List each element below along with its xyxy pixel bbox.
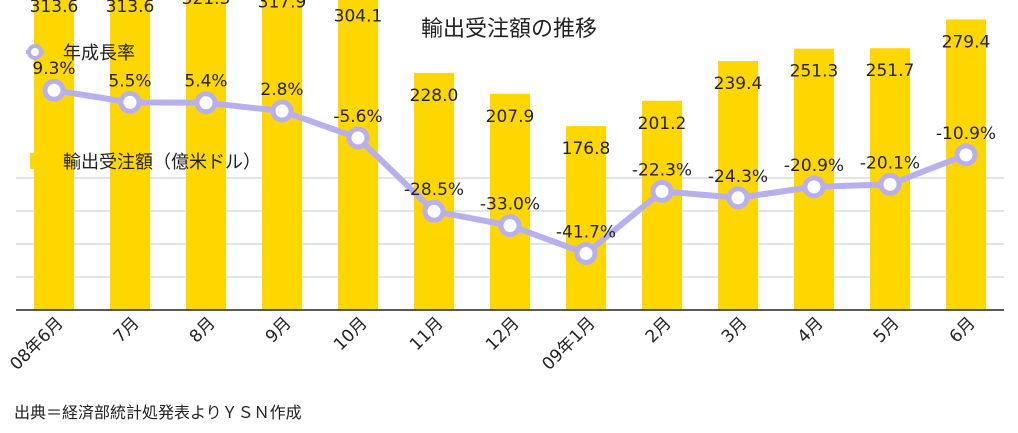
x-tick-label: 6月: [946, 313, 980, 347]
line-value-labels: 9.3% 5.5% 5.4% 2.8% -5.6% -28.5% -33.0% -41.7% -…: [32, 59, 996, 242]
growth-rate-label: -24.3%: [708, 167, 768, 187]
growth-rate-point: [118, 90, 142, 114]
bar-value-label: 321.3: [182, 0, 231, 9]
bar-value-label: 279.4: [942, 32, 991, 52]
legend-bar-swatch: [30, 153, 46, 169]
x-tick-label: 8月: [186, 313, 220, 347]
bar-value-label: 313.6: [106, 0, 155, 17]
growth-rate-label: 2.8%: [260, 80, 303, 100]
growth-rate-point: [42, 78, 66, 102]
bar-value-label: 317.9: [258, 0, 307, 12]
x-tick-label: 3月: [718, 313, 752, 347]
legend-item-growth-rate: 年成長率: [26, 43, 135, 64]
source-note: 出典＝経済部統計処発表よりＹＳＮ作成: [14, 403, 302, 422]
growth-rate-label: -20.1%: [860, 153, 920, 173]
growth-rate-label: -28.5%: [404, 180, 464, 200]
x-tick-label: 09年1月: [538, 313, 599, 374]
x-tick-label: 08年6月: [6, 313, 67, 374]
growth-rate-point: [270, 99, 294, 123]
growth-rate-label: -41.7%: [556, 222, 616, 242]
bar-value-label: 228.0: [410, 86, 459, 106]
growth-rate-point: [878, 172, 902, 196]
bar: [186, 0, 226, 311]
growth-rate-point: [346, 126, 370, 150]
bar: [566, 126, 606, 311]
x-tick-label: 9月: [262, 313, 296, 347]
legend-marker-swatch: [27, 44, 43, 60]
x-tick-label: 11月: [406, 313, 447, 354]
bar-value-label: 239.4: [714, 74, 763, 94]
bar-value-label: 304.1: [334, 7, 383, 27]
bar-value-labels: 313.6 313.6 321.3 317.9 304.1 228.0 207.9 176.8…: [30, 0, 991, 159]
bar: [490, 93, 530, 310]
growth-rate-label: 9.3%: [32, 59, 75, 79]
legend-label-growth-rate: 年成長率: [63, 43, 135, 64]
growth-rate-label: 5.4%: [184, 72, 227, 92]
growth-rate-point: [498, 214, 522, 238]
bar: [110, 0, 150, 311]
x-tick-label: 2月: [642, 313, 676, 347]
bar-series: [34, 0, 986, 311]
legend: 年成長率 輸出受注額（億米ドル）: [26, 43, 261, 173]
growth-rate-label: -33.0%: [480, 195, 540, 215]
bar: [718, 61, 758, 310]
growth-rate-point: [574, 241, 598, 265]
x-tick-label: 12月: [482, 313, 523, 354]
x-axis-tick-labels: 08年6月 7月 8月 9月 10月 11月 12月 09年1月 2月 3月 4月 5月 6月: [6, 313, 979, 374]
growth-rate-label: -5.6%: [333, 107, 382, 127]
growth-rate-label: -20.9%: [784, 156, 844, 176]
legend-label-export-orders: 輸出受注額（億米ドル）: [63, 152, 261, 173]
legend-item-export-orders: 輸出受注額（億米ドル）: [30, 152, 261, 173]
x-tick-label: 10月: [330, 313, 371, 354]
bar-value-label: 251.7: [866, 61, 915, 81]
bar: [414, 72, 454, 310]
bar: [262, 0, 302, 310]
growth-rate-point: [802, 175, 826, 199]
bar-value-label: 313.6: [30, 0, 79, 17]
bar-value-label: 176.8: [562, 139, 611, 159]
x-tick-label: 5月: [870, 313, 904, 347]
x-tick-label: 4月: [794, 313, 828, 347]
growth-rate-point: [194, 91, 218, 115]
growth-rate-point: [650, 179, 674, 203]
growth-rate-point: [422, 199, 446, 223]
growth-rate-label: -22.3%: [632, 160, 692, 180]
growth-rate-label: -10.9%: [936, 124, 996, 144]
bar: [338, 0, 378, 311]
growth-rate-point: [954, 143, 978, 167]
growth-rate-label: 5.5%: [108, 71, 151, 91]
bar-value-label: 201.2: [638, 114, 687, 134]
bar-value-label: 251.3: [790, 62, 839, 82]
x-tick-label: 7月: [110, 313, 144, 347]
chart-title: 輸出受注額の推移: [421, 17, 597, 42]
growth-rate-point: [726, 186, 750, 210]
line-series: [42, 78, 978, 265]
bar-value-label: 207.9: [486, 107, 535, 127]
